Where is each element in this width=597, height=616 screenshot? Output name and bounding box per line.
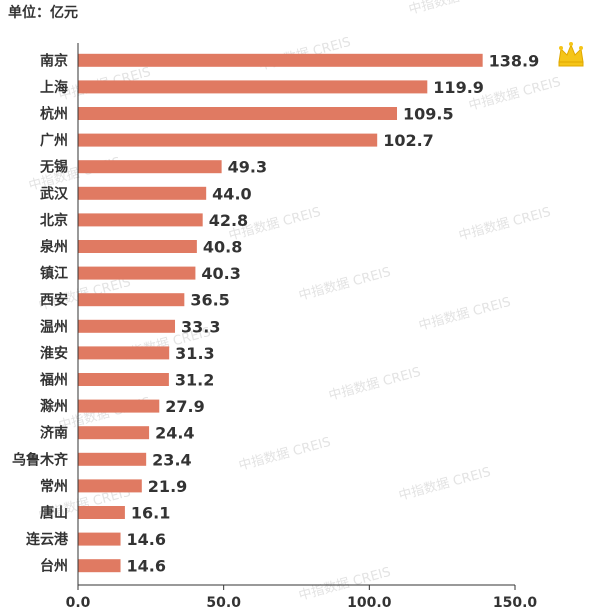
watermark: 中指数据 CREIS <box>407 0 502 18</box>
value-label: 119.9 <box>433 78 484 97</box>
crown-icon <box>558 42 584 67</box>
value-label: 31.3 <box>175 344 214 363</box>
category-label: 武汉 <box>40 185 69 202</box>
bar-7 <box>78 240 197 253</box>
category-label: 温州 <box>40 319 68 335</box>
category-label: 西安 <box>40 292 68 309</box>
watermark: 中指数据 CREIS <box>237 435 332 474</box>
category-label: 南京 <box>40 52 68 69</box>
category-label: 广州 <box>40 132 68 149</box>
value-labels-group: 138.9 119.9 109.5 102.7 49.3 44.0 42.8 40.8 40.3… <box>127 51 540 575</box>
bar-4 <box>78 160 222 174</box>
value-label: 40.3 <box>201 264 240 283</box>
bar-16 <box>78 479 142 493</box>
category-label: 台州 <box>40 558 68 575</box>
value-label: 138.9 <box>489 51 540 70</box>
bar-15 <box>78 452 147 466</box>
bar-9 <box>78 293 185 307</box>
bar-2 <box>78 107 398 120</box>
axes-group: 0.0 50.0 100.0 150.0 <box>66 43 538 611</box>
bar-11 <box>78 346 170 360</box>
x-tick-label: 0.0 <box>66 595 91 611</box>
x-tick-label: 150.0 <box>493 595 538 611</box>
x-tick-label: 100.0 <box>347 595 392 611</box>
category-label: 常州 <box>40 478 68 495</box>
value-label: 23.4 <box>152 450 191 469</box>
bar-13 <box>78 399 160 413</box>
unit-label: 单位：亿元 <box>8 5 78 21</box>
value-label: 42.8 <box>209 211 248 230</box>
value-label: 33.3 <box>181 317 220 336</box>
watermark: 中指数据 CREIS <box>457 205 552 244</box>
watermark: 中指数据 CREIS <box>417 295 512 334</box>
value-label: 102.7 <box>383 131 434 150</box>
value-label: 31.2 <box>175 371 214 390</box>
bars-group <box>78 53 483 573</box>
category-label: 杭州 <box>40 106 68 123</box>
bar-8 <box>78 266 196 280</box>
category-label: 福州 <box>39 372 68 389</box>
watermark: 中指数据 CREIS <box>397 465 492 504</box>
value-label: 49.3 <box>228 158 267 177</box>
value-label: 24.4 <box>155 424 194 443</box>
category-label: 北京 <box>40 212 68 229</box>
bar-12 <box>78 373 169 386</box>
value-label: 27.9 <box>165 397 204 416</box>
category-labels-group: 南京上海杭州广州无锡武汉北京泉州镇江西安温州淮安福州滁州济南乌鲁木齐常州唐山连云… <box>12 52 69 574</box>
value-label: 14.6 <box>127 557 166 576</box>
watermark: 中指数据 CREIS <box>297 265 392 304</box>
value-label: 14.6 <box>127 530 166 549</box>
category-label: 滁州 <box>40 398 68 415</box>
x-tick-label: 50.0 <box>206 595 241 611</box>
bar-1 <box>78 80 428 94</box>
bar-5 <box>78 186 207 200</box>
category-label: 济南 <box>40 425 68 442</box>
bar-6 <box>78 213 203 227</box>
bar-3 <box>78 133 378 147</box>
category-label: 镇江 <box>40 265 68 282</box>
value-label: 44.0 <box>212 184 251 203</box>
category-label: 唐山 <box>40 505 68 522</box>
bar-10 <box>78 319 176 333</box>
bar-18 <box>78 532 121 546</box>
category-label: 淮安 <box>40 345 68 362</box>
category-label: 上海 <box>40 79 68 96</box>
category-label: 连云港 <box>26 531 69 548</box>
category-label: 无锡 <box>39 159 68 176</box>
bar-17 <box>78 506 125 519</box>
bar-14 <box>78 426 150 440</box>
value-label: 36.5 <box>190 291 229 310</box>
value-label: 21.9 <box>148 477 187 496</box>
bar-19 <box>78 559 121 573</box>
value-label: 16.1 <box>131 504 170 523</box>
value-label: 40.8 <box>203 238 242 257</box>
category-label: 乌鲁木齐 <box>12 451 69 468</box>
category-label: 泉州 <box>40 239 68 256</box>
bar-0 <box>78 53 483 67</box>
value-label: 109.5 <box>403 105 454 124</box>
watermark: 中指数据 CREIS <box>327 365 422 404</box>
